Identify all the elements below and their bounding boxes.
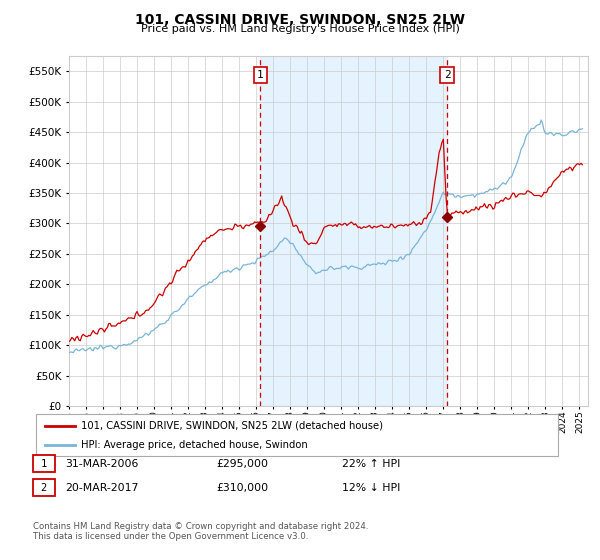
Text: HPI: Average price, detached house, Swindon: HPI: Average price, detached house, Swin… <box>81 440 308 450</box>
Text: 2: 2 <box>444 70 451 80</box>
Text: £310,000: £310,000 <box>216 483 268 493</box>
Text: 20-MAR-2017: 20-MAR-2017 <box>65 483 138 493</box>
Text: Contains HM Land Registry data © Crown copyright and database right 2024.
This d: Contains HM Land Registry data © Crown c… <box>33 522 368 542</box>
Text: 1: 1 <box>41 459 47 469</box>
Text: 22% ↑ HPI: 22% ↑ HPI <box>342 459 400 469</box>
Text: 1: 1 <box>257 70 264 80</box>
Text: £295,000: £295,000 <box>216 459 268 469</box>
Bar <box>260 56 447 406</box>
Text: 101, CASSINI DRIVE, SWINDON, SN25 2LW: 101, CASSINI DRIVE, SWINDON, SN25 2LW <box>135 13 465 27</box>
Text: 101, CASSINI DRIVE, SWINDON, SN25 2LW (detached house): 101, CASSINI DRIVE, SWINDON, SN25 2LW (d… <box>81 421 383 431</box>
Text: 31-MAR-2006: 31-MAR-2006 <box>65 459 138 469</box>
Text: Price paid vs. HM Land Registry's House Price Index (HPI): Price paid vs. HM Land Registry's House … <box>140 24 460 34</box>
Text: 2: 2 <box>41 483 47 493</box>
Text: 12% ↓ HPI: 12% ↓ HPI <box>342 483 400 493</box>
